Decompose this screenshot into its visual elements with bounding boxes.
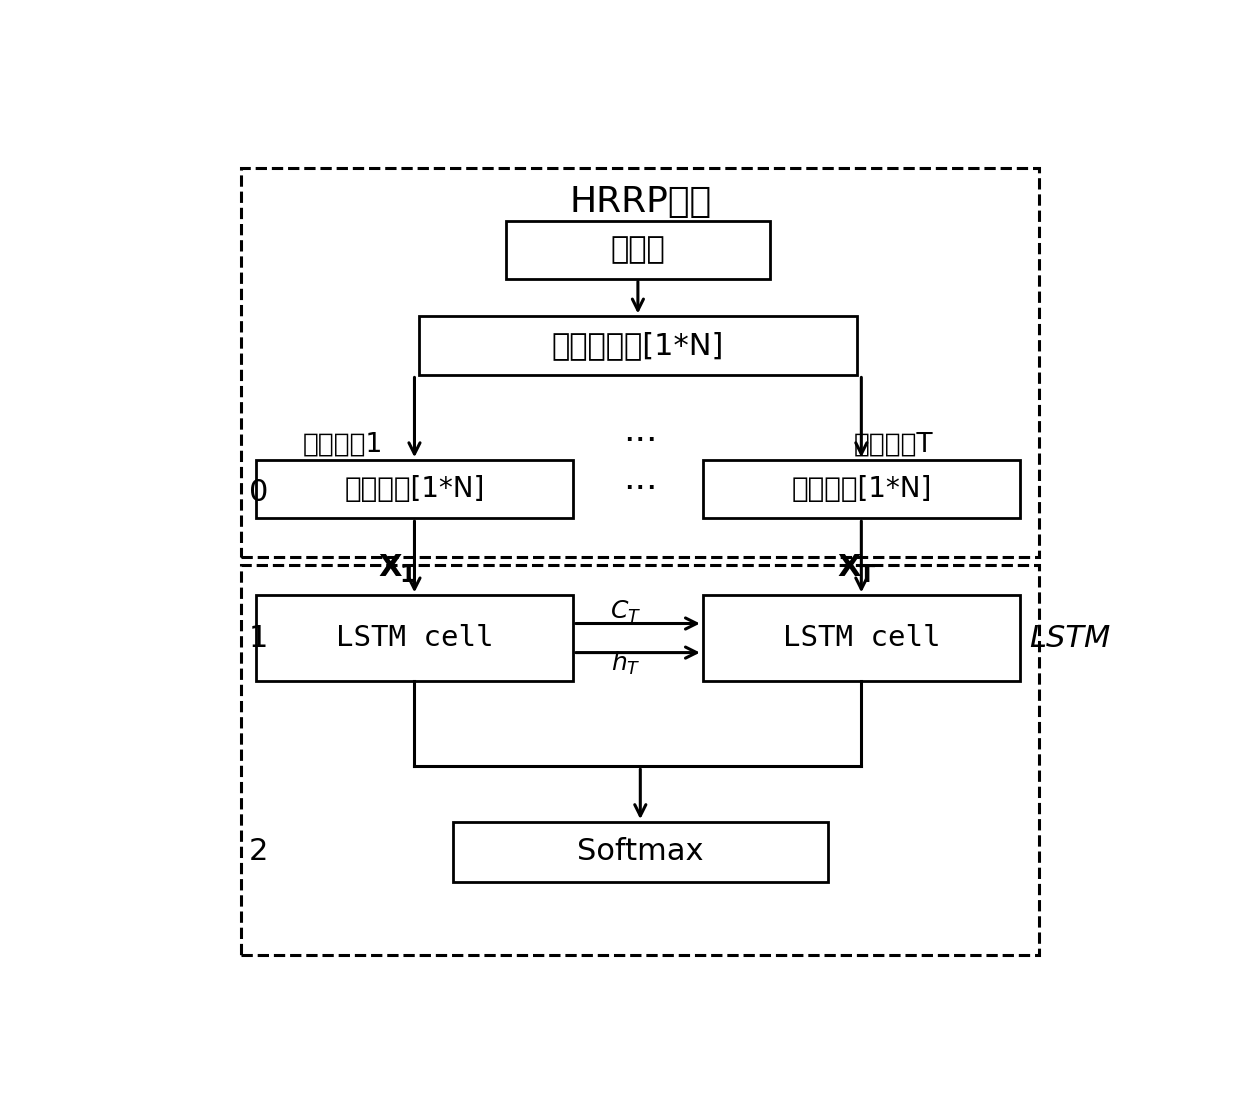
Text: 1: 1: [249, 623, 269, 652]
Text: 极化通道T: 极化通道T: [853, 432, 932, 458]
Text: Softmax: Softmax: [577, 838, 703, 867]
Text: X: X: [378, 552, 402, 581]
Text: 输入数据[1*N]: 输入数据[1*N]: [345, 476, 485, 503]
Bar: [242, 565, 1039, 954]
Bar: [453, 822, 828, 882]
Text: LSTM cell: LSTM cell: [336, 624, 494, 652]
Text: ···: ···: [622, 472, 657, 507]
Text: $C_T$: $C_T$: [610, 599, 641, 625]
Text: T: T: [858, 563, 874, 587]
Bar: [242, 168, 1039, 557]
Text: 1: 1: [399, 563, 415, 587]
Text: $h_T$: $h_T$: [611, 650, 641, 678]
Bar: [703, 595, 1019, 681]
Bar: [255, 460, 573, 518]
Text: LSTM: LSTM: [1029, 623, 1111, 652]
Text: 预处理: 预处理: [610, 236, 666, 264]
Text: HRRP数据: HRRP数据: [569, 184, 712, 219]
Text: ···: ···: [622, 424, 657, 459]
Text: 0: 0: [249, 478, 269, 507]
Text: LSTM cell: LSTM cell: [782, 624, 940, 652]
Text: X: X: [837, 552, 861, 581]
Bar: [419, 317, 857, 374]
Text: 输入数据[1*N]: 输入数据[1*N]: [791, 476, 931, 503]
Bar: [703, 460, 1019, 518]
Bar: [255, 595, 573, 681]
Text: 2: 2: [249, 838, 269, 867]
Text: 单帧一维像[1*N]: 单帧一维像[1*N]: [552, 331, 724, 360]
Bar: [506, 221, 770, 279]
Text: 极化通道1: 极化通道1: [303, 432, 382, 458]
